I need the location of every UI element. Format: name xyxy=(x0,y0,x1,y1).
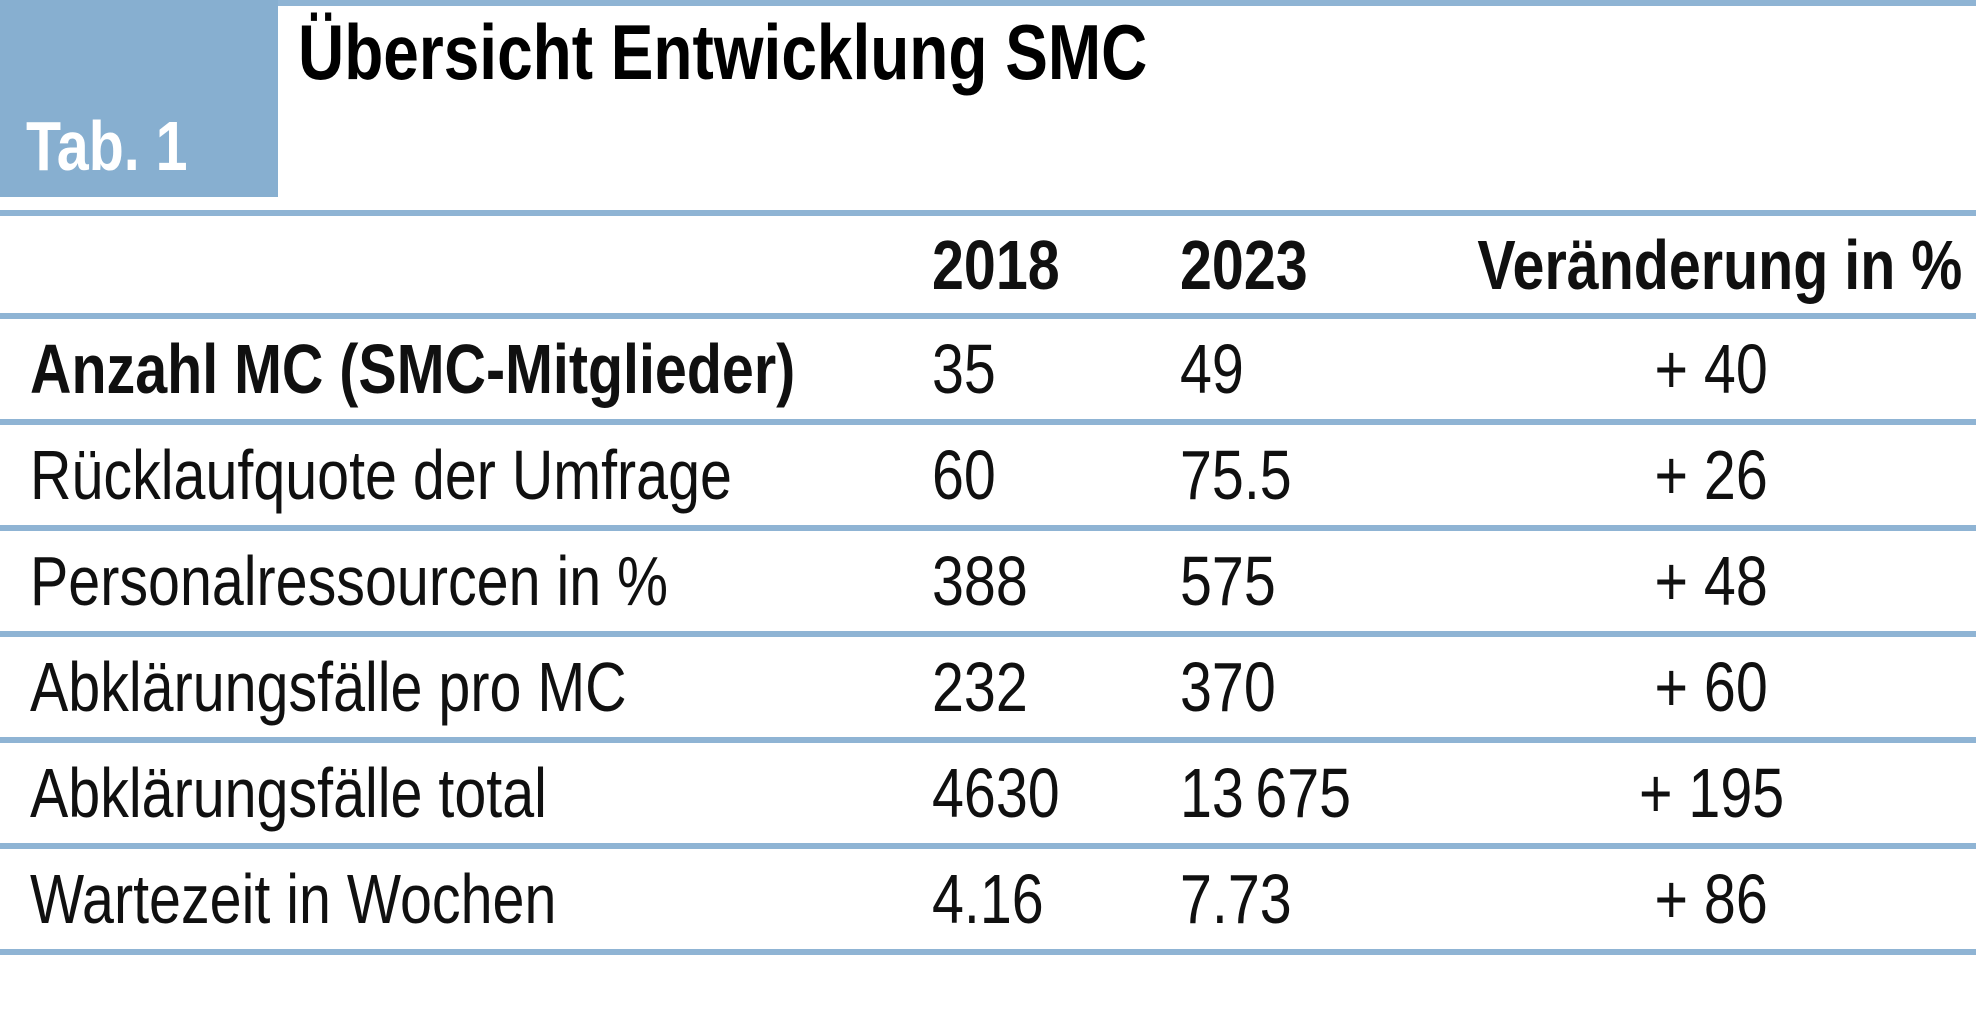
value-2018-cell: 388 xyxy=(914,531,1162,631)
row-label-cell: Personalressourcen in % xyxy=(0,531,914,631)
value-2018: 35 xyxy=(932,330,996,408)
value-change-cell: + 48 xyxy=(1447,531,1976,631)
value-2023-cell: 7.73 xyxy=(1162,849,1447,949)
value-change: + 86 xyxy=(1654,860,1769,938)
value-change: + 195 xyxy=(1638,754,1785,832)
table-title: Übersicht Entwicklung SMC xyxy=(298,8,1334,96)
value-change: + 60 xyxy=(1654,648,1769,726)
table-row: Rücklaufquote der Umfrage 60 75.5 + 26 xyxy=(0,425,1976,531)
value-2023: 7.73 xyxy=(1180,860,1292,938)
value-2023-cell: 13 675 xyxy=(1162,743,1447,843)
value-2023: 13 675 xyxy=(1180,754,1352,832)
row-label-cell: Wartezeit in Wochen xyxy=(0,849,914,949)
value-2018: 232 xyxy=(932,648,1028,726)
value-2023-cell: 49 xyxy=(1162,319,1447,419)
row-label: Personalressourcen in % xyxy=(30,542,669,620)
row-label: Rücklaufquote der Umfrage xyxy=(30,436,732,514)
value-2018: 4.16 xyxy=(932,860,1044,938)
value-change: + 26 xyxy=(1654,436,1769,514)
value-2018-cell: 60 xyxy=(914,425,1162,525)
value-2023: 49 xyxy=(1180,330,1244,408)
table-row: Personalressourcen in % 388 575 + 48 xyxy=(0,531,1976,637)
value-2018-cell: 4.16 xyxy=(914,849,1162,949)
value-2023-cell: 370 xyxy=(1162,637,1447,737)
row-label-cell: Abklärungsfälle pro MC xyxy=(0,637,914,737)
value-change-cell: + 40 xyxy=(1447,319,1976,419)
value-2018-cell: 35 xyxy=(914,319,1162,419)
value-2018: 388 xyxy=(932,542,1028,620)
table-header-row: 2018 2023 Veränderung in % xyxy=(0,210,1976,319)
row-label: Anzahl MC (SMC-Mitglieder) xyxy=(30,330,796,408)
value-2023-cell: 75.5 xyxy=(1162,425,1447,525)
value-change-cell: + 60 xyxy=(1447,637,1976,737)
header-2018-label: 2018 xyxy=(932,225,1060,304)
row-label: Abklärungsfälle total xyxy=(30,754,547,832)
value-change: + 40 xyxy=(1654,330,1769,408)
header-2023-label: 2023 xyxy=(1180,225,1308,304)
table-row: Abklärungsfälle total 4630 13 675 + 195 xyxy=(0,743,1976,849)
value-2018-cell: 4630 xyxy=(914,743,1162,843)
row-label: Abklärungsfälle pro MC xyxy=(30,648,627,726)
header-change: Veränderung in % xyxy=(1447,216,1976,313)
value-2023-cell: 575 xyxy=(1162,531,1447,631)
header-empty-cell xyxy=(0,216,914,313)
header-change-label: Veränderung in % xyxy=(1477,225,1962,304)
value-2023: 575 xyxy=(1180,542,1276,620)
data-table: 2018 2023 Veränderung in % Anzahl MC (SM… xyxy=(0,210,1976,955)
value-2018: 4630 xyxy=(932,754,1060,832)
table-number-badge: Tab. 1 xyxy=(0,0,278,197)
value-change-cell: + 86 xyxy=(1447,849,1976,949)
table-row: Abklärungsfälle pro MC 232 370 + 60 xyxy=(0,637,1976,743)
row-label: Wartezeit in Wochen xyxy=(30,860,557,938)
header-2018: 2018 xyxy=(914,216,1162,313)
table-row: Wartezeit in Wochen 4.16 7.73 + 86 xyxy=(0,849,1976,955)
table-number-label: Tab. 1 xyxy=(26,107,188,185)
table-row: Anzahl MC (SMC-Mitglieder) 35 49 + 40 xyxy=(0,319,1976,425)
value-2018-cell: 232 xyxy=(914,637,1162,737)
top-rule xyxy=(0,0,1976,6)
value-change: + 48 xyxy=(1654,542,1769,620)
value-2018: 60 xyxy=(932,436,996,514)
row-label-cell: Rücklaufquote der Umfrage xyxy=(0,425,914,525)
row-label-cell: Abklärungsfälle total xyxy=(0,743,914,843)
value-change-cell: + 26 xyxy=(1447,425,1976,525)
value-2023: 75.5 xyxy=(1180,436,1292,514)
value-change-cell: + 195 xyxy=(1447,743,1976,843)
row-label-cell: Anzahl MC (SMC-Mitglieder) xyxy=(0,319,914,419)
table-title-text: Übersicht Entwicklung SMC xyxy=(298,8,1148,96)
header-2023: 2023 xyxy=(1162,216,1447,313)
value-2023: 370 xyxy=(1180,648,1276,726)
